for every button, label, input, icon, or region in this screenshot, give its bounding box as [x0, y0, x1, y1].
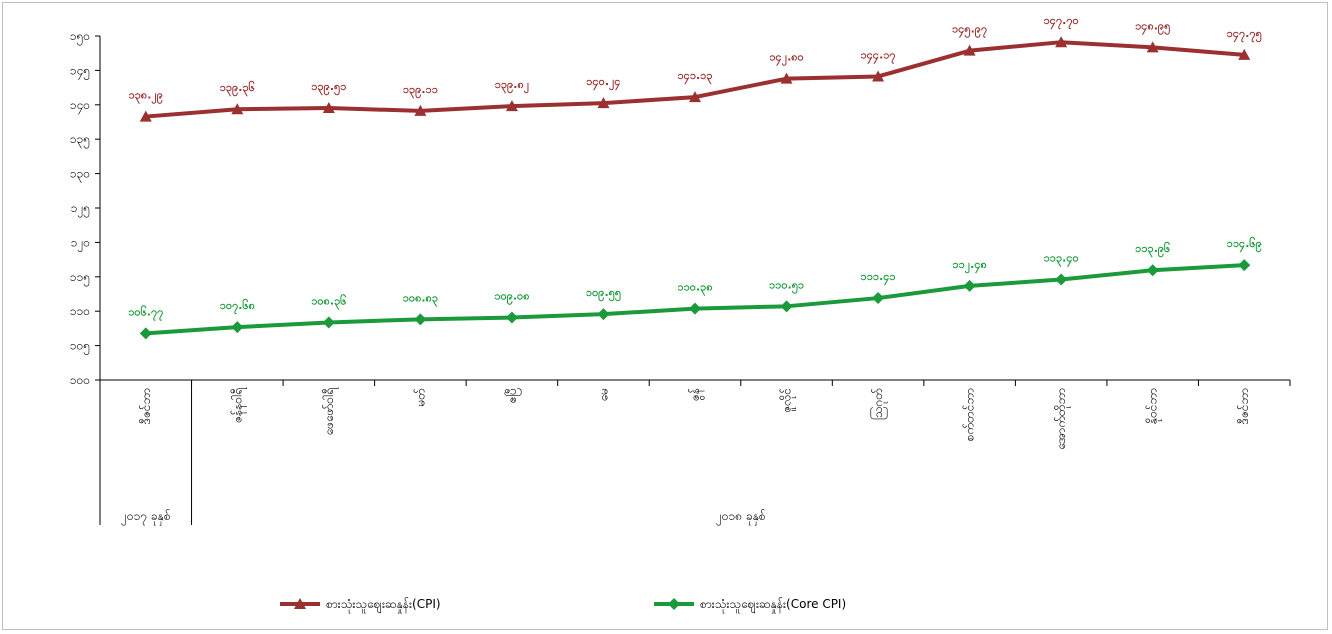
x-tick-label: ဒီဇင်ဘာ [138, 388, 153, 425]
x-tick-label: စက်တင်ဘာ [962, 388, 977, 441]
data-label: ၁၀၈.၃၆ [311, 294, 346, 310]
data-point-diamond [231, 321, 244, 334]
y-tick-label: ၁၂၀ [71, 235, 90, 252]
data-point-triangle [872, 70, 885, 82]
legend-marker-triangle [294, 598, 306, 609]
data-point-diamond [414, 313, 427, 326]
x-tick-label: မတ် [412, 388, 427, 407]
data-label: ၁၃၉.၅၁ [311, 80, 347, 96]
data-point-diamond [1055, 273, 1068, 286]
data-point-triangle [780, 72, 793, 84]
data-point-triangle [139, 110, 152, 122]
data-label: ၁၄၈.၉၅ [1135, 19, 1171, 35]
data-label: ၁၄၇.၇၅ [1227, 27, 1263, 43]
x-tick-label: ဧပြီ [504, 388, 522, 404]
y-tick-label: ၁၁၅ [70, 270, 90, 287]
data-point-triangle [689, 91, 701, 103]
x-tick-label: ဇန်နဝါရီ [229, 388, 247, 423]
legend-label: စားသုံးသူဈေးဆနှုန်း(CPI) [326, 596, 441, 614]
data-point-diamond [963, 279, 976, 292]
data-label: ၁၀၇.၆၈ [220, 299, 255, 315]
data-point-diamond [872, 292, 885, 305]
y-tick-label: ၁၃၅ [70, 132, 90, 149]
legend: စားသုံးသူဈေးဆနှုန်း(CPI) စားသုံးသူဈေးဆနှု… [280, 596, 846, 614]
x-tick-label: ဇူလိုင် [779, 388, 797, 413]
legend-marker-diamond [668, 598, 680, 610]
y-tick-label: ၁၃၀ [70, 167, 90, 184]
x-tick-label: အောက်တိုဘာ [1053, 388, 1071, 450]
data-label: ၁၄၅.၉၇ [952, 23, 988, 39]
data-point-triangle [322, 102, 335, 114]
data-point-triangle [1146, 41, 1159, 53]
data-label: ၁၄၁.၁၃ [677, 69, 713, 85]
data-label: ၁၀၉.၀၈ [494, 290, 529, 306]
data-label: ၁၃၈.၂၉ [129, 89, 163, 105]
data-label: ၁၃၉.၈၂ [495, 78, 530, 94]
data-point-diamond [139, 327, 152, 340]
data-label: ၁၄၄.၁၇ [861, 48, 897, 64]
data-point-diamond [505, 311, 518, 324]
data-label: ၁၀၆.၇၇ [128, 305, 164, 321]
x-tick-label: ဇွန် [687, 388, 705, 401]
data-point-diamond [1238, 259, 1251, 272]
x-tick-label: ဩဂုတ် [869, 388, 888, 420]
data-point-triangle [231, 103, 244, 115]
y-tick-label: ၁၄၅ [70, 63, 90, 80]
data-label: ၁၄၂.၈၀ [769, 51, 803, 67]
data-point-diamond [689, 302, 701, 315]
data-point-triangle [1055, 36, 1068, 48]
x-axis: ဒီဇင်ဘာ ဇန်နဝါရီ ဖေဖော်ဝါရီ မတ် ဧပြီ မေ ဇွန် ဇူ… [99, 379, 1291, 526]
x-tick-label: မေ [596, 388, 610, 401]
y-tick-label: ၁၅၀ [70, 29, 90, 46]
series-layer: ၁၃၈.၂၉ ၁၃၉.၃၆ ၁၃၉.၅၁ ၁၃၉.၁၁ ၁၃၉.၈၂ ၁၄၀.၂၄ ၁၄၁.… [128, 14, 1263, 340]
data-label: ၁၁၁.၄၁ [861, 270, 897, 286]
data-point-triangle [1238, 48, 1251, 60]
data-point-diamond [780, 300, 793, 313]
data-point-diamond [322, 316, 335, 329]
y-tick-label: ၁၂၅ [71, 201, 90, 218]
data-point-triangle [414, 104, 427, 116]
y-axis: ၁၀၀ ၁၀၅ ၁၁၀ ၁၁၅ ၁၂၀ ၁၂၅ ၁၃၀ ၁၃၅ ၁၄၀ ၁၄၅ ၁၅၀ [70, 29, 101, 387]
data-point-diamond [1146, 264, 1159, 277]
data-label: ၁၁၀.၅၁ [769, 278, 805, 294]
data-label: ၁၀၈.၈၃ [403, 291, 439, 307]
data-label: ၁၁၃.၄၀ [1044, 252, 1079, 268]
data-label: ၁၁၃.၉၆ [1135, 242, 1170, 258]
legend-label: စားသုံးသူဈေးဆနှုန်း(Core CPI) [700, 596, 846, 614]
data-point-diamond [597, 308, 610, 321]
y-tick-label: ၁၀၀ [70, 373, 90, 387]
y-tick-label: ၁၁၀ [70, 304, 90, 318]
data-label: ၁၃၉.၃၆ [220, 81, 255, 97]
data-label: ၁၁၂.၄၈ [952, 258, 986, 274]
x-group-label: ၂၀၁၈ ခုနှစ် [716, 508, 766, 526]
y-tick-label: ၁၄၀ [70, 98, 90, 115]
x-tick-label: ဖေဖော်ဝါရီ [321, 388, 339, 435]
data-point-triangle [963, 44, 976, 56]
y-tick-label: ၁၀၅ [70, 339, 90, 356]
data-label: ၁၁၀.၃၈ [677, 281, 712, 297]
x-tick-label: နိုဝင်ဘာ [1145, 388, 1163, 424]
data-label: ၁၄၇.၇၀ [1044, 14, 1079, 30]
data-point-triangle [597, 97, 610, 109]
x-tick-label: ဒီဇင်ဘာ [1236, 388, 1251, 425]
data-label: ၁၃၉.၁၁ [403, 83, 439, 99]
x-group-label: ၂၀၁၇ ခုနှစ် [121, 508, 171, 526]
data-point-triangle [505, 100, 518, 112]
data-label: ၁၁၄.၆၉ [1227, 237, 1262, 253]
data-label: ၁၀၉.၅၅ [586, 286, 622, 302]
data-label: ၁၄၀.၂၄ [586, 75, 620, 91]
